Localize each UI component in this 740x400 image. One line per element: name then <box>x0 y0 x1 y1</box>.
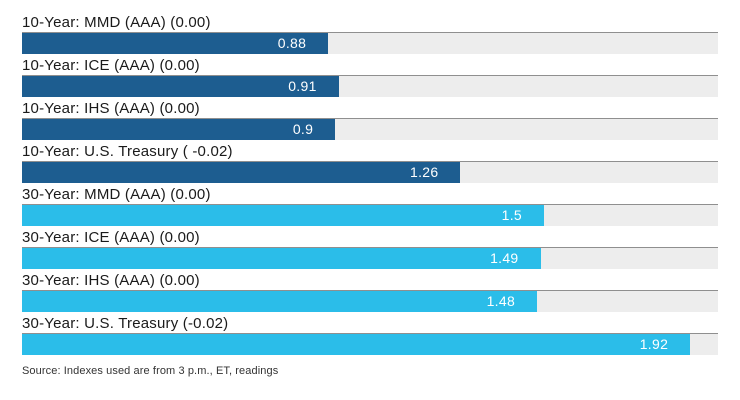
source-note: Source: Indexes used are from 3 p.m., ET… <box>22 365 279 377</box>
bar-fill: 1.5 <box>22 205 544 226</box>
bar-row: 10-Year: ICE (AAA) (0.00) 0.91 <box>22 57 718 97</box>
bar-row: 10-Year: MMD (AAA) (0.00) 0.88 <box>22 14 718 54</box>
bar-track: 1.48 <box>22 291 718 312</box>
bar-value-label: 1.49 <box>490 250 519 266</box>
bar-row-label: 30-Year: ICE (AAA) (0.00) <box>22 229 718 248</box>
bar-fill: 0.91 <box>22 76 339 97</box>
bar-row: 30-Year: MMD (AAA) (0.00) 1.5 <box>22 186 718 226</box>
bar-fill: 1.49 <box>22 248 541 269</box>
bar-fill: 1.92 <box>22 334 691 355</box>
bar-row-label: 10-Year: IHS (AAA) (0.00) <box>22 100 718 119</box>
bar-row-label: 30-Year: MMD (AAA) (0.00) <box>22 186 718 205</box>
bar-value-label: 1.26 <box>410 164 439 180</box>
bar-row-label: 10-Year: ICE (AAA) (0.00) <box>22 57 718 76</box>
bar-fill: 0.9 <box>22 119 336 140</box>
bar-row-label: 10-Year: MMD (AAA) (0.00) <box>22 14 718 33</box>
bar-value-label: 0.9 <box>292 121 314 137</box>
bar-row: 30-Year: U.S. Treasury (-0.02) 1.92 <box>22 315 718 355</box>
bar-row-label: 30-Year: IHS (AAA) (0.00) <box>22 272 718 291</box>
bar-row: 10-Year: U.S. Treasury ( -0.02) 1.26 <box>22 143 718 183</box>
bar-track: 1.5 <box>22 205 718 226</box>
bar-fill: 1.48 <box>22 291 538 312</box>
bar-fill: 1.26 <box>22 162 461 183</box>
bar-row: 30-Year: ICE (AAA) (0.00) 1.49 <box>22 229 718 269</box>
bar-track: 0.91 <box>22 76 718 97</box>
bar-track: 1.49 <box>22 248 718 269</box>
bar-value-label: 1.92 <box>639 336 669 352</box>
bar-row: 30-Year: IHS (AAA) (0.00) 1.48 <box>22 272 718 312</box>
bar-row-label: 30-Year: U.S. Treasury (-0.02) <box>22 315 718 334</box>
bar-value-label: 1.5 <box>501 207 522 223</box>
bar-track: 0.9 <box>22 119 718 140</box>
bar-value-label: 0.91 <box>288 78 317 94</box>
bar-row: 10-Year: IHS (AAA) (0.00) 0.9 <box>22 100 718 140</box>
bar-value-label: 0.88 <box>277 35 307 51</box>
bar-row-label: 10-Year: U.S. Treasury ( -0.02) <box>22 143 718 162</box>
bar-value-label: 1.48 <box>486 293 516 309</box>
bar-track: 1.92 <box>22 334 718 355</box>
bar-track: 0.88 <box>22 33 718 54</box>
bar-fill: 0.88 <box>22 33 329 54</box>
bar-track: 1.26 <box>22 162 718 183</box>
